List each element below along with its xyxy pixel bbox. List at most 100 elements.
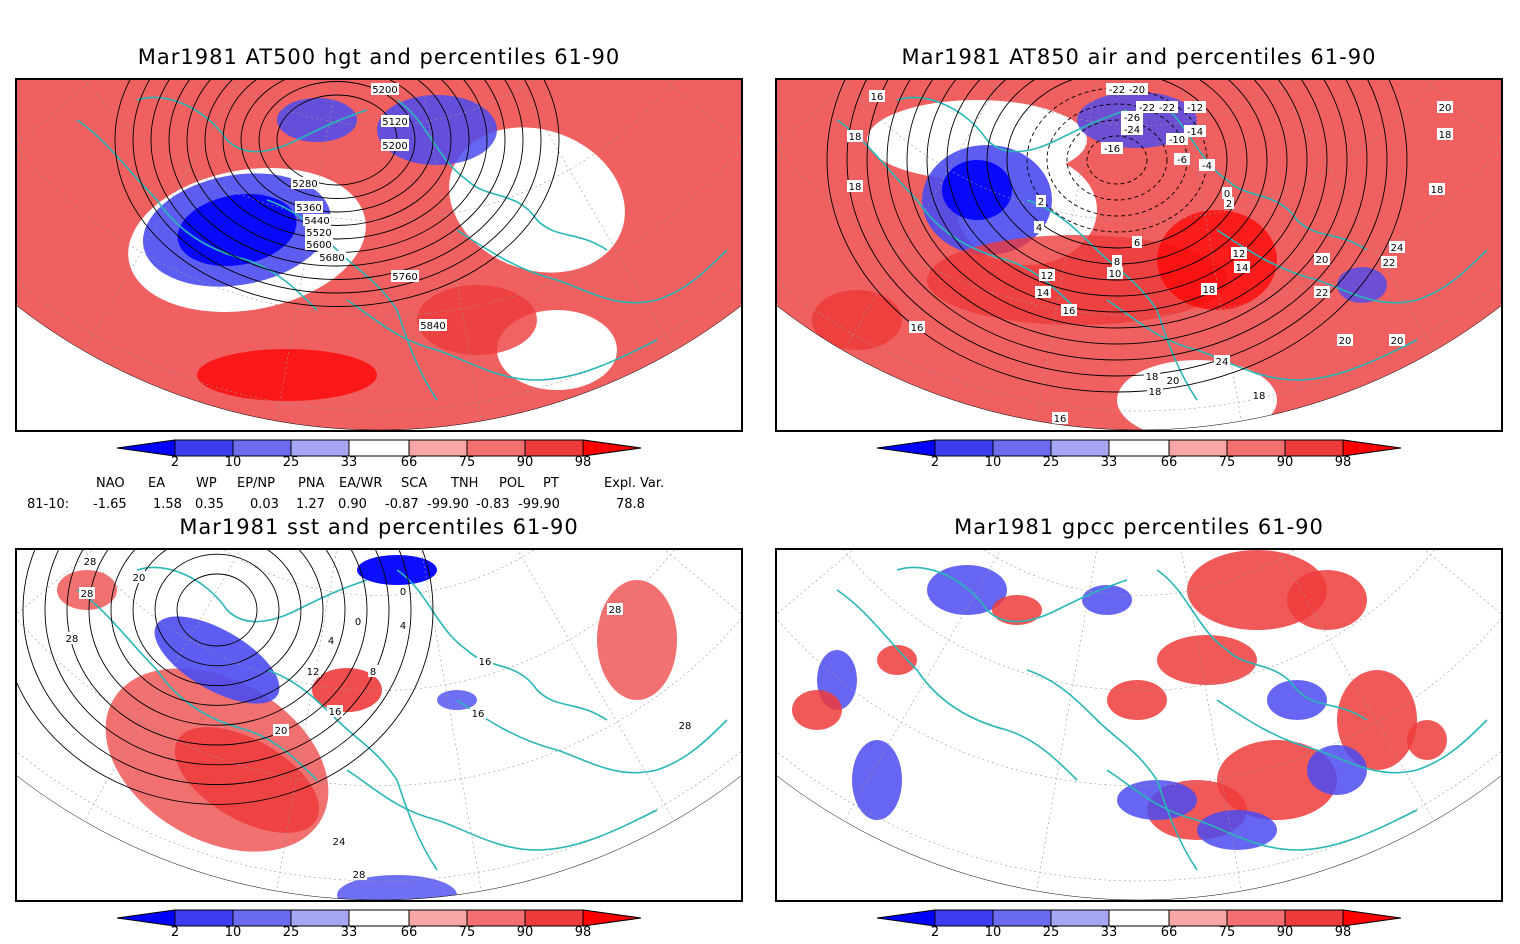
contour-label: 24: [1216, 357, 1229, 368]
wet-anomaly: [792, 690, 842, 730]
contour-line: [154, 553, 280, 667]
colorbar-swatch: [1108, 909, 1170, 927]
cold-anomaly: [177, 193, 297, 267]
map-panel-gpcc: [775, 548, 1503, 902]
wet-anomaly: [992, 595, 1042, 625]
colorbar-swatch: [1050, 909, 1110, 927]
colorbar-tick: 10: [224, 455, 242, 470]
contour-label: 28: [84, 557, 97, 568]
wet-anomaly: [1337, 670, 1417, 770]
contour-line: [88, 550, 346, 726]
contour-label-box: [1389, 241, 1405, 253]
coastline: [1106, 769, 1418, 851]
contour-label-box: [1061, 304, 1077, 316]
contour-label-box: [1121, 111, 1143, 123]
contour-label-box: [1039, 269, 1055, 281]
contour-label-box: [869, 90, 885, 102]
contour-label: 5600: [306, 240, 331, 251]
colorbar-swatch: [582, 439, 642, 457]
colorbar-swatch: [348, 439, 410, 457]
contour-label: -22: [1109, 85, 1125, 96]
coastline: [1106, 299, 1418, 381]
contour-label-box: [326, 634, 336, 646]
colorbar-tick: 2: [930, 925, 940, 940]
header-epnp: EP/NP: [237, 476, 275, 491]
contour-label-box: [1437, 128, 1453, 140]
contour-label-box: [331, 835, 347, 847]
wet-anomaly: [1157, 635, 1257, 685]
contour-label: 0: [1224, 189, 1230, 200]
colorbar-top-right: 2 10 25 33 66 75 90 98: [875, 438, 1415, 474]
dry-anomaly: [927, 565, 1007, 615]
colorbar-swatch: [290, 439, 350, 457]
contour-line: [866, 80, 1368, 361]
coastline: [76, 589, 318, 781]
contour-line: [176, 573, 258, 647]
colorbar-tick: 10: [224, 925, 242, 940]
coastline: [1156, 569, 1368, 721]
contour-label-box: [1381, 256, 1397, 268]
contour-label: 4: [328, 636, 334, 647]
colorbar-tick: 10: [984, 925, 1002, 940]
contour-label-box: [1251, 389, 1267, 401]
contour-label-box: [1214, 355, 1230, 367]
neutral-area: [449, 127, 625, 273]
contour-label: 20: [1167, 376, 1180, 387]
colorbar-svg: [116, 439, 642, 457]
map-gpcc: [777, 550, 1501, 900]
colorbar-swatch: [934, 909, 994, 927]
contour-line: [44, 550, 390, 766]
coastline: [456, 229, 728, 304]
contour-label-box: [305, 238, 333, 250]
colorbar-tick: 2: [170, 455, 180, 470]
contour-line: [946, 80, 1288, 297]
contour-label: -14: [1187, 127, 1203, 138]
coastline: [136, 566, 368, 623]
contour-label: 18: [1146, 372, 1159, 383]
contour-line: [132, 550, 302, 687]
colorbar-swatch: [876, 909, 936, 927]
contour-label-box: [295, 201, 323, 213]
value-nao: -1.65: [93, 497, 127, 512]
colorbar-tick: 33: [1100, 455, 1118, 470]
contour-label: 16: [871, 92, 884, 103]
contour-label: 18: [849, 132, 862, 143]
contour-label-box: [1121, 123, 1143, 135]
contour-label-box: [303, 214, 331, 226]
contour-label: 28: [66, 634, 79, 645]
header-tnh: TNH: [451, 476, 479, 491]
contour-label-box: [419, 319, 447, 331]
contour-label-box: [82, 555, 98, 567]
contour-label-box: [1234, 261, 1250, 273]
value-pt: -99.90: [518, 497, 560, 512]
contour-label-box: [477, 655, 493, 667]
contour-label-box: [1184, 101, 1206, 113]
contour-line: [17, 550, 434, 805]
contour-label: -22: [1159, 103, 1175, 114]
meridian-line: [378, 80, 675, 352]
contour-label-box: [1199, 159, 1215, 171]
contour-line: [1066, 119, 1168, 201]
colorbar-svg: [876, 439, 1402, 457]
contour-label-box: [1184, 125, 1206, 137]
contour-label: 5840: [420, 321, 445, 332]
contour-line: [114, 80, 560, 307]
colorbar-tick: 98: [1334, 455, 1352, 470]
contour-line: [240, 80, 434, 213]
cold-anomaly: [1337, 267, 1387, 303]
value-ea: 1.58: [153, 497, 182, 512]
contour-label-box: [368, 665, 378, 677]
contour-line: [66, 550, 368, 746]
contour-label: 18: [1431, 185, 1444, 196]
contour-label: 0: [400, 587, 406, 598]
contour-label-box: [1437, 101, 1453, 113]
contour-label-box: [1144, 370, 1160, 382]
meridian-line: [1036, 550, 1140, 892]
colorbar-swatch: [1284, 909, 1344, 927]
colorbar-tick: 25: [1042, 455, 1060, 470]
value-tnh: -99.90: [427, 497, 469, 512]
coastline: [266, 669, 438, 871]
colorbar-tick: 66: [400, 925, 418, 940]
map-air850: -22 -20-22 -22-26-24-12-14-16-10-6-4024268…: [777, 80, 1501, 430]
contour-label-box: [1052, 412, 1068, 424]
